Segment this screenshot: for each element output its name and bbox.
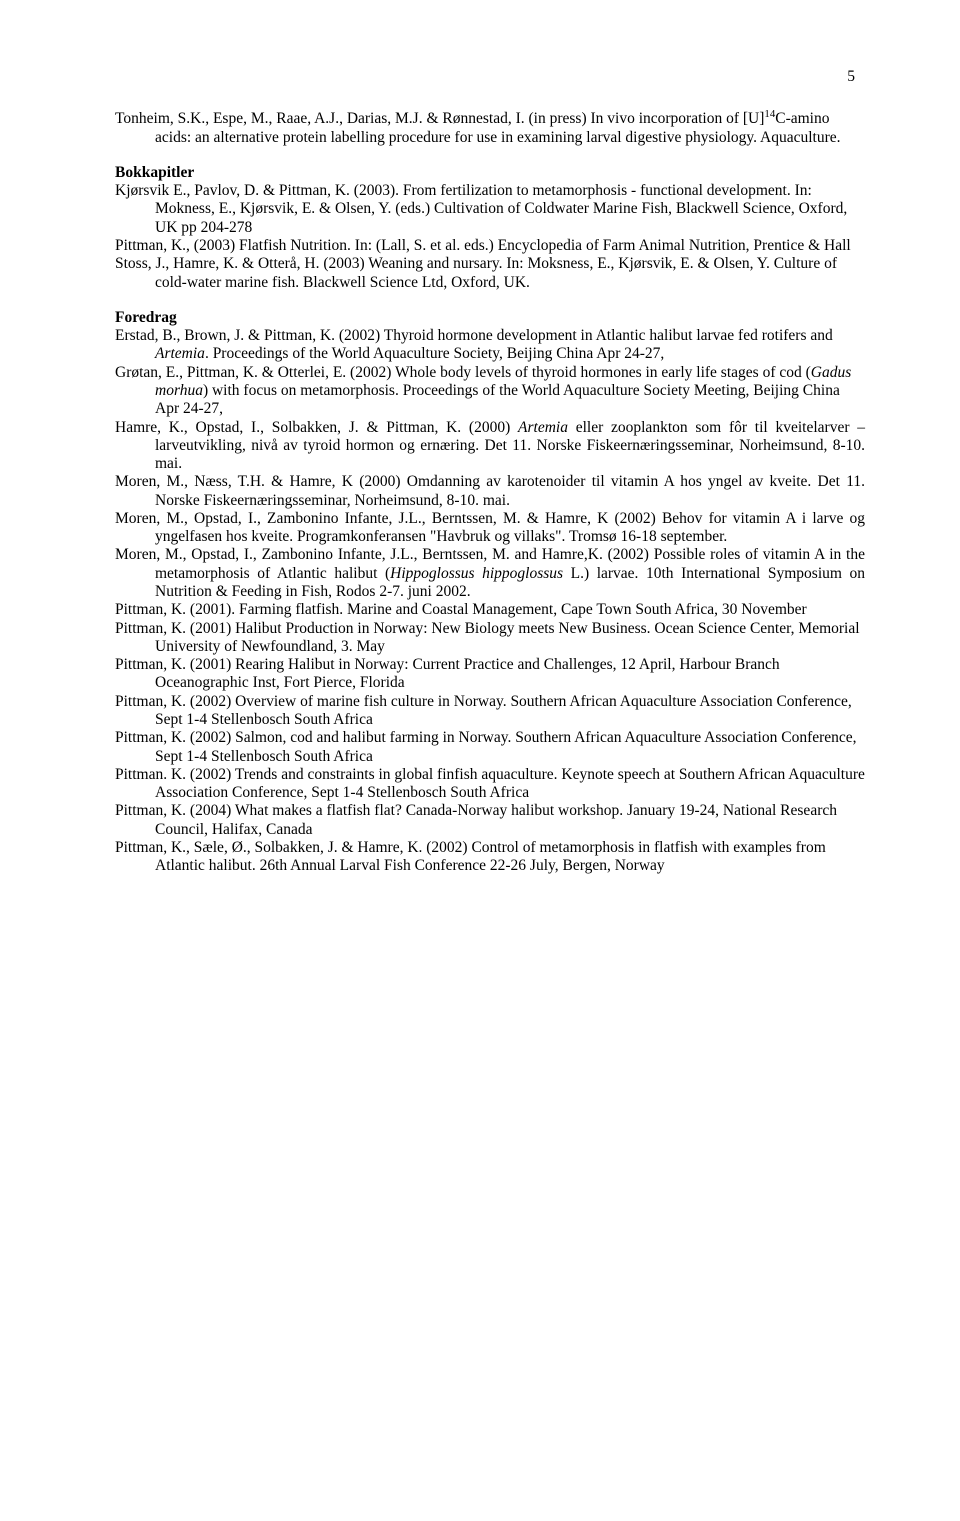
reference-entry: Pittman. K. (2002) Trends and constraint… [115, 766, 865, 803]
section-heading-foredrag: Foredrag [115, 309, 865, 327]
reference-entry: Stoss, J., Hamre, K. & Otterå, H. (2003)… [115, 255, 865, 292]
reference-entry: Erstad, B., Brown, J. & Pittman, K. (200… [115, 327, 865, 364]
reference-entry: Pittman, K. (2001). Farming flatfish. Ma… [115, 601, 865, 619]
page-number: 5 [115, 68, 865, 86]
reference-entry: Pittman, K. (2001) Rearing Halibut in No… [115, 656, 865, 693]
reference-entry: Moren, M., Næss, T.H. & Hamre, K (2000) … [115, 473, 865, 510]
foredrag-list: Erstad, B., Brown, J. & Pittman, K. (200… [115, 327, 865, 875]
reference-entry: Hamre, K., Opstad, I., Solbakken, J. & P… [115, 419, 865, 474]
reference-entry: Tonheim, S.K., Espe, M., Raae, A.J., Dar… [115, 110, 865, 147]
reference-entry: Pittman, K. (2002) Overview of marine fi… [115, 693, 865, 730]
reference-entry: Pittman, K. (2002) Salmon, cod and halib… [115, 729, 865, 766]
bokkapitler-list: Kjørsvik E., Pavlov, D. & Pittman, K. (2… [115, 182, 865, 292]
reference-entry: Pittman, K. (2004) What makes a flatfish… [115, 802, 865, 839]
reference-entry: Grøtan, E., Pittman, K. & Otterlei, E. (… [115, 364, 865, 419]
reference-entry: Pittman, K., (2003) Flatfish Nutrition. … [115, 237, 865, 255]
reference-entry: Moren, M., Opstad, I., Zambonino Infante… [115, 510, 865, 547]
reference-entry: Kjørsvik E., Pavlov, D. & Pittman, K. (2… [115, 182, 865, 237]
reference-entry: Pittman, K., Sæle, Ø., Solbakken, J. & H… [115, 839, 865, 876]
reference-entry: Moren, M., Opstad, I., Zambonino Infante… [115, 546, 865, 601]
reference-entry: Pittman, K. (2001) Halibut Production in… [115, 620, 865, 657]
section-heading-bokkapitler: Bokkapitler [115, 164, 865, 182]
